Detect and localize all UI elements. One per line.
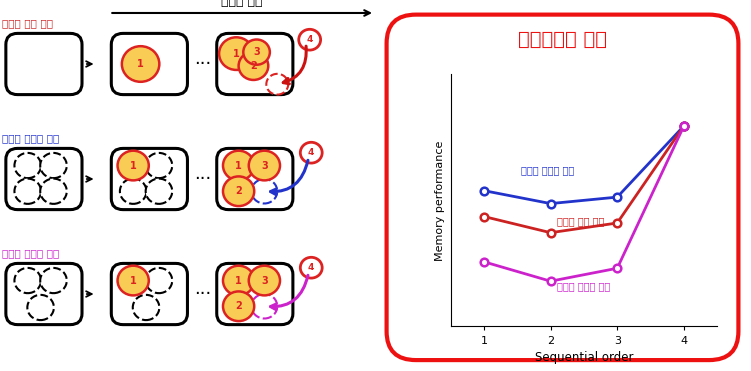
FancyBboxPatch shape (217, 263, 293, 325)
Text: 1: 1 (130, 276, 137, 286)
Text: 4: 4 (306, 35, 313, 44)
Circle shape (14, 268, 41, 293)
Circle shape (239, 52, 268, 80)
Circle shape (133, 295, 159, 320)
X-axis label: Sequential order: Sequential order (535, 351, 633, 364)
Y-axis label: Memory performance: Memory performance (435, 140, 445, 260)
Circle shape (223, 176, 255, 206)
Text: 1: 1 (233, 49, 240, 59)
Circle shape (249, 266, 280, 295)
Text: 4: 4 (308, 148, 315, 157)
Circle shape (41, 268, 67, 293)
Circle shape (223, 266, 255, 295)
Text: 2: 2 (235, 301, 242, 311)
Text: 2: 2 (235, 186, 242, 196)
Circle shape (14, 178, 41, 204)
Circle shape (243, 40, 270, 65)
Circle shape (219, 37, 253, 70)
FancyBboxPatch shape (6, 33, 82, 95)
FancyBboxPatch shape (217, 148, 293, 210)
Circle shape (27, 295, 54, 320)
Circle shape (120, 178, 146, 204)
Circle shape (122, 46, 159, 82)
Text: 할당이 잘못된 경우: 할당이 잘못된 경우 (2, 248, 59, 258)
Text: 할당이 올바른 경우: 할당이 올바른 경우 (520, 165, 574, 175)
Text: 3: 3 (253, 47, 260, 57)
Text: 순차적 자극: 순차적 자극 (222, 0, 263, 8)
Circle shape (14, 153, 41, 178)
Text: ···: ··· (195, 170, 212, 188)
Text: 1: 1 (235, 276, 242, 286)
Text: ···: ··· (195, 285, 212, 303)
Circle shape (223, 292, 255, 321)
Text: 4: 4 (308, 263, 315, 272)
Text: 할당이 잘못된 경우: 할당이 잘못된 경우 (557, 281, 611, 291)
FancyBboxPatch shape (111, 148, 188, 210)
Text: ···: ··· (195, 55, 212, 73)
Text: 시뮬레이션 결과: 시뮬레이션 결과 (518, 30, 607, 49)
Circle shape (146, 178, 172, 204)
Circle shape (146, 153, 172, 178)
Circle shape (41, 153, 67, 178)
Circle shape (267, 74, 288, 95)
Circle shape (300, 257, 322, 278)
FancyBboxPatch shape (111, 263, 188, 325)
Text: 할당이 없는 경우: 할당이 없는 경우 (2, 18, 53, 28)
FancyBboxPatch shape (111, 33, 188, 95)
Circle shape (146, 268, 172, 293)
Circle shape (249, 151, 280, 180)
Circle shape (41, 178, 67, 204)
Text: 2: 2 (250, 61, 257, 71)
FancyBboxPatch shape (387, 14, 738, 360)
Text: 3: 3 (261, 276, 268, 286)
FancyBboxPatch shape (6, 263, 82, 325)
Text: 할당이 올바른 경우: 할당이 올바른 경우 (2, 133, 59, 143)
Text: 할당이 없는 경우: 할당이 없는 경우 (557, 217, 605, 227)
FancyBboxPatch shape (6, 148, 82, 210)
Circle shape (223, 151, 255, 180)
Circle shape (118, 151, 149, 180)
Text: 1: 1 (235, 161, 242, 171)
FancyBboxPatch shape (217, 33, 293, 95)
Circle shape (252, 179, 277, 203)
Text: 3: 3 (261, 161, 268, 171)
Text: 1: 1 (137, 59, 144, 69)
Circle shape (118, 266, 149, 295)
Circle shape (299, 29, 321, 50)
Circle shape (300, 142, 322, 163)
Circle shape (252, 294, 277, 318)
Text: 1: 1 (130, 161, 137, 171)
